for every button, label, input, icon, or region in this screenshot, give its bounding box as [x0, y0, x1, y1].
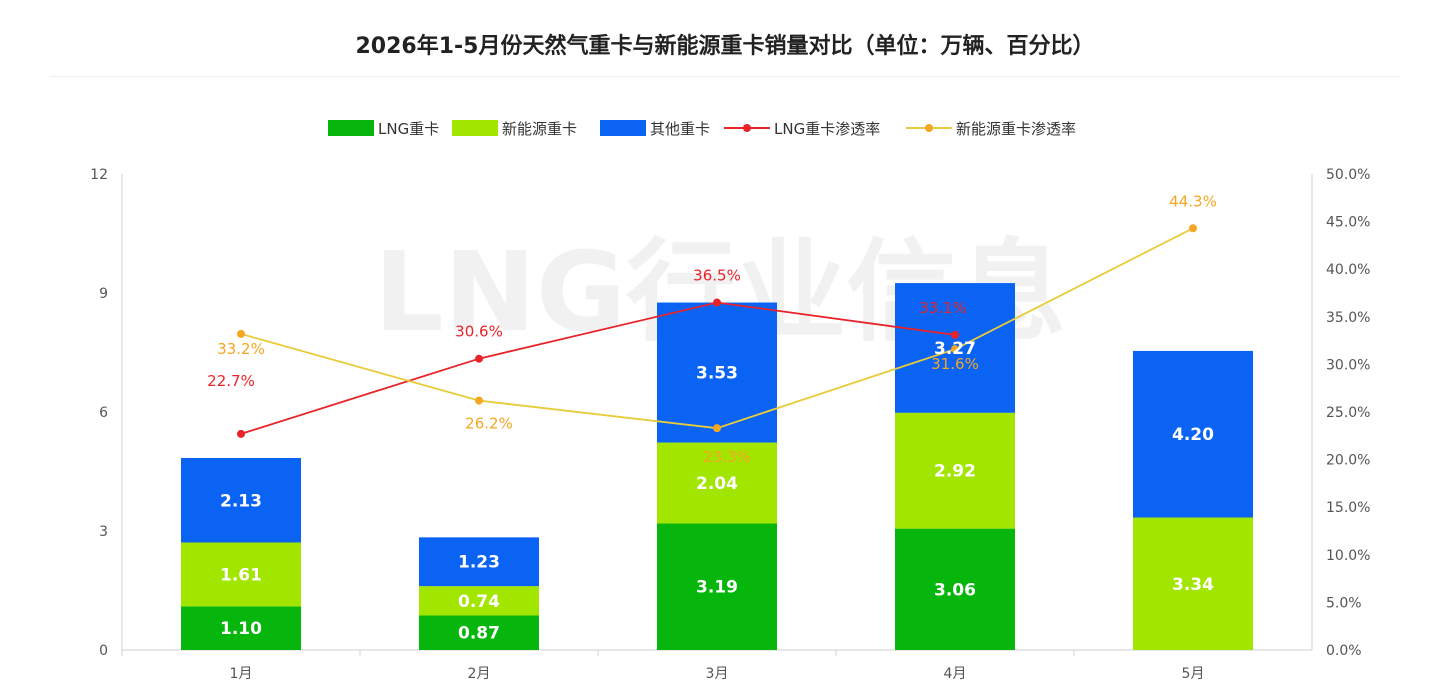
bar-value-label: 0.87: [458, 624, 500, 644]
x-tick-label: 1月: [230, 666, 253, 682]
nev-rate-point: [1189, 224, 1197, 233]
y-right-tick-label: 45.0%: [1326, 215, 1370, 231]
nev-rate-label: 23.3%: [703, 448, 751, 466]
x-tick-label: 2月: [468, 666, 491, 682]
y-left-tick-label: 9: [99, 286, 108, 302]
y-right-tick-label: 35.0%: [1326, 310, 1370, 326]
lng-rate-point: [237, 429, 245, 438]
nev-rate-label: 26.2%: [465, 415, 513, 433]
bar-other: [1133, 350, 1253, 518]
bar-value-label: 3.27: [934, 339, 976, 359]
nev-rate-label: 44.3%: [1169, 192, 1217, 210]
lng-rate-label: 22.7%: [207, 372, 255, 390]
lng-rate-point: [713, 298, 721, 307]
bar-nev: [181, 542, 301, 607]
lng-rate-label: 30.6%: [455, 323, 503, 341]
bar-value-label: 3.53: [696, 364, 738, 384]
legend-swatch-dot: [743, 124, 751, 132]
lng-rate-label: 36.5%: [693, 267, 741, 285]
y-right-tick-label: 5.0%: [1326, 595, 1362, 611]
legend-label: 其他重卡: [650, 120, 710, 138]
nev-rate-point: [475, 396, 483, 405]
y-right-tick-label: 40.0%: [1326, 262, 1370, 278]
legend-swatch: [328, 120, 374, 136]
bar-value-label: 2.04: [696, 474, 738, 494]
y-right-tick-label: 25.0%: [1326, 405, 1370, 421]
x-tick-label: 4月: [944, 666, 967, 682]
y-left-tick-label: 3: [99, 524, 108, 540]
bar-value-label: 3.06: [934, 580, 976, 600]
title-divider: [50, 76, 1400, 77]
nev-rate-label: 31.6%: [931, 355, 979, 373]
legend-label: 新能源重卡渗透率: [956, 120, 1076, 138]
bar-lng: [181, 606, 301, 650]
nev-rate-point: [713, 424, 721, 433]
bar-nev: [895, 412, 1015, 529]
bar-value-label: 4.20: [1172, 425, 1214, 445]
lng-rate-point: [475, 354, 483, 363]
bar-lng: [657, 523, 777, 650]
legend-label: LNG重卡: [378, 120, 439, 138]
y-left-tick-label: 6: [99, 405, 108, 421]
bar-value-label: 3.34: [1172, 575, 1214, 595]
bar-nev: [419, 586, 539, 616]
y-right-tick-label: 20.0%: [1326, 453, 1370, 469]
nev-rate-point: [237, 329, 245, 338]
legend-swatch: [600, 120, 646, 136]
bar-lng: [895, 528, 1015, 650]
bar-value-label: 2.92: [934, 462, 976, 482]
lng-rate-line: [240, 301, 956, 435]
nev-rate-point: [951, 345, 959, 354]
bar-value-label: 0.74: [458, 592, 500, 612]
bar-nev: [1133, 517, 1253, 650]
bar-other: [419, 537, 539, 587]
y-right-tick-label: 10.0%: [1326, 548, 1370, 564]
y-right-tick-label: 0.0%: [1326, 643, 1362, 659]
legend-label: 新能源重卡: [502, 120, 577, 138]
bar-value-label: 2.13: [220, 491, 262, 511]
bar-other: [657, 302, 777, 443]
legend-swatch: [452, 120, 498, 136]
legend-swatch-dot: [925, 124, 933, 132]
lng-rate-label: 33.1%: [919, 299, 967, 317]
x-tick-label: 3月: [706, 666, 729, 682]
bar-nev: [657, 442, 777, 524]
bar-value-label: 1.61: [220, 565, 262, 585]
y-right-tick-label: 30.0%: [1326, 357, 1370, 373]
bar-value-label: 1.10: [220, 619, 262, 639]
nev-rate-label: 33.2%: [217, 340, 265, 358]
y-left-tick-label: 0: [99, 643, 108, 659]
bar-lng: [419, 615, 539, 650]
bar-value-label: 3.19: [696, 578, 738, 598]
y-right-tick-label: 50.0%: [1326, 167, 1370, 183]
y-right-tick-label: 15.0%: [1326, 500, 1370, 516]
bar-value-label: 1.23: [458, 553, 500, 573]
chart-title: 2026年1-5月份天然气重卡与新能源重卡销量对比（单位：万辆、百分比）: [355, 34, 1095, 59]
legend-label: LNG重卡渗透率: [774, 120, 880, 138]
bar-other: [181, 458, 301, 543]
x-tick-label: 5月: [1182, 666, 1205, 682]
y-left-tick-label: 12: [90, 167, 108, 183]
lng-rate-point: [951, 330, 959, 339]
